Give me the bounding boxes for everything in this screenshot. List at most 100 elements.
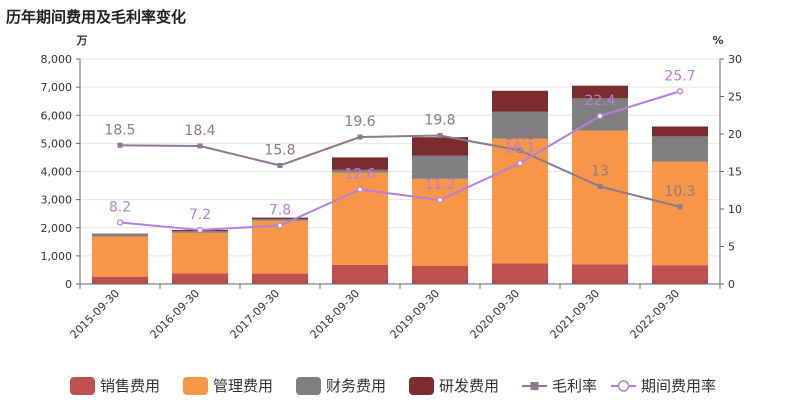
right-tick-label: 5	[728, 241, 735, 254]
right-axis-unit: %	[712, 34, 723, 47]
left-axis: 0 1,000 2,000 3,000 4,000 5,000 6,000 7,000 8,00…	[41, 53, 81, 291]
bar-研发费用-2020-09-30	[492, 90, 548, 112]
bar-财务费用-2022-09-30	[652, 136, 708, 162]
legend-swatch-销售费用	[70, 377, 95, 395]
left-tick-label: 1,000	[41, 250, 73, 263]
bar-财务费用-2019-09-30	[412, 155, 468, 179]
data-label-期间费用率-2019-09-30: 11.2	[424, 177, 455, 193]
bar-财务费用-2017-09-30	[252, 219, 308, 221]
x-tick-label: 2018-09-30	[308, 287, 362, 341]
x-tick-label: 2015-09-30	[68, 287, 122, 341]
data-label-期间费用率-2022-09-30: 25.7	[664, 68, 695, 84]
data-label-毛利率-2021-09-30: 13	[591, 164, 609, 180]
point-期间费用率-2018-09-30	[356, 186, 364, 193]
right-tick-label: 20	[728, 128, 742, 141]
data-label-期间费用率-2020-09-30: 16.1	[504, 140, 535, 156]
bar-管理费用-2017-09-30	[252, 220, 308, 274]
point-毛利率-2018-09-30	[357, 134, 363, 140]
right-tick-label: 10	[728, 203, 742, 216]
bar-研发费用-2021-09-30	[572, 85, 628, 99]
data-label-毛利率-2019-09-30: 19.8	[424, 113, 455, 129]
bar-销售费用-2021-09-30	[572, 264, 628, 284]
data-label-毛利率-2020-09-30: 17.8	[504, 128, 535, 144]
bar-管理费用-2020-09-30	[492, 138, 548, 264]
line-期间费用率	[119, 90, 681, 232]
legend[interactable]: 销售费用 管理费用 财务费用 研发费用 毛利率 期间费用率	[70, 377, 716, 395]
data-label-期间费用率-2021-09-30: 22.4	[584, 93, 615, 109]
left-tick-label: 7,000	[41, 81, 73, 94]
left-tick-label: 8,000	[41, 53, 73, 66]
data-label-毛利率-2017-09-30: 15.8	[264, 143, 295, 159]
legend-swatch-管理费用	[183, 377, 208, 395]
legend-label-管理费用: 管理费用	[213, 377, 273, 395]
legend-marker-毛利率	[530, 382, 539, 390]
x-tick-label: 2021-09-30	[548, 287, 602, 341]
right-tick-label: 15	[728, 166, 742, 179]
bar-管理费用-2022-09-30	[652, 161, 708, 266]
bar-销售费用-2018-09-30	[332, 264, 388, 284]
x-axis: 2015-09-30 2016-09-30 2017-09-30 2018-09-30…	[68, 283, 721, 341]
point-毛利率-2020-09-30	[517, 148, 523, 153]
bar-财务费用-2020-09-30	[492, 111, 548, 139]
right-tick-label: 30	[728, 53, 742, 66]
bar-研发费用-2017-09-30	[252, 217, 308, 220]
bar-研发费用-2019-09-30	[412, 137, 468, 156]
bar-研发费用-2015-09-30	[92, 233, 148, 235]
right-axis: 0 5 10 15 20 25 30	[719, 53, 742, 291]
bar-销售费用-2019-09-30	[412, 266, 468, 284]
data-label-期间费用率-2016-09-30: 7.2	[189, 207, 211, 223]
line-毛利率	[119, 134, 681, 208]
point-毛利率-2016-09-30	[197, 143, 203, 149]
bar-财务费用-2018-09-30	[332, 169, 388, 173]
legend-label-毛利率: 毛利率	[552, 377, 597, 395]
point-期间费用率-2017-09-30	[276, 222, 284, 229]
bar-管理费用-2016-09-30	[172, 232, 228, 274]
bar-管理费用-2019-09-30	[412, 178, 468, 266]
left-tick-label: 4,000	[41, 166, 73, 179]
legend-label-财务费用: 财务费用	[326, 377, 386, 395]
data-label-毛利率-2022-09-30: 10.3	[664, 184, 695, 200]
point-毛利率-2015-09-30	[117, 142, 123, 148]
x-tick-label: 2022-09-30	[628, 287, 682, 341]
right-tick-label: 25	[728, 91, 742, 104]
bar-管理费用-2021-09-30	[572, 130, 628, 265]
data-label-毛利率-2015-09-30: 18.5	[104, 122, 135, 138]
bar-研发费用-2018-09-30	[332, 157, 388, 170]
data-label-毛利率-2016-09-30: 18.4	[184, 123, 215, 139]
data-label-期间费用率-2017-09-30: 7.8	[269, 203, 291, 219]
bar-销售费用-2015-09-30	[92, 276, 148, 284]
point-毛利率-2017-09-30	[277, 163, 283, 168]
left-tick-label: 5,000	[41, 137, 73, 150]
point-期间费用率-2019-09-30	[436, 196, 444, 204]
data-label-期间费用率-2015-09-30: 8.2	[109, 200, 131, 216]
bar-管理费用-2015-09-30	[92, 236, 148, 277]
bar-销售费用-2022-09-30	[652, 265, 708, 284]
bar-财务费用-2015-09-30	[92, 234, 148, 237]
bar-销售费用-2017-09-30	[252, 273, 308, 284]
point-期间费用率-2021-09-30	[596, 112, 604, 120]
point-毛利率-2022-09-30	[677, 204, 683, 210]
left-axis-unit: 万	[76, 34, 88, 47]
point-毛利率-2021-09-30	[597, 184, 603, 189]
point-毛利率-2019-09-30	[437, 133, 443, 138]
left-tick-label: 3,000	[41, 194, 73, 207]
left-tick-label: 6,000	[41, 109, 73, 122]
right-tick-label: 0	[728, 278, 735, 291]
chart-title: 历年期间费用及毛利率变化	[6, 8, 186, 26]
x-tick-label: 2019-09-30	[388, 287, 442, 341]
left-tick-label: 0	[65, 278, 72, 291]
x-tick-label: 2016-09-30	[148, 287, 202, 341]
legend-marker-期间费用率	[617, 380, 630, 392]
line-series: 18.5 18.4 15.8 19.6 19.8 17.8 13 10.3 8.2 7.2 7.8 1…	[104, 68, 696, 234]
legend-label-销售费用: 销售费用	[100, 377, 160, 395]
data-label-毛利率-2018-09-30: 19.6	[344, 114, 375, 130]
point-期间费用率-2015-09-30	[116, 219, 124, 226]
legend-label-期间费用率: 期间费用率	[641, 377, 716, 395]
legend-swatch-财务费用	[296, 377, 321, 395]
bar-研发费用-2022-09-30	[652, 126, 708, 137]
bar-销售费用-2016-09-30	[172, 273, 228, 284]
point-期间费用率-2022-09-30	[676, 88, 684, 95]
point-期间费用率-2016-09-30	[196, 226, 204, 234]
x-tick-label: 2020-09-30	[468, 287, 522, 341]
